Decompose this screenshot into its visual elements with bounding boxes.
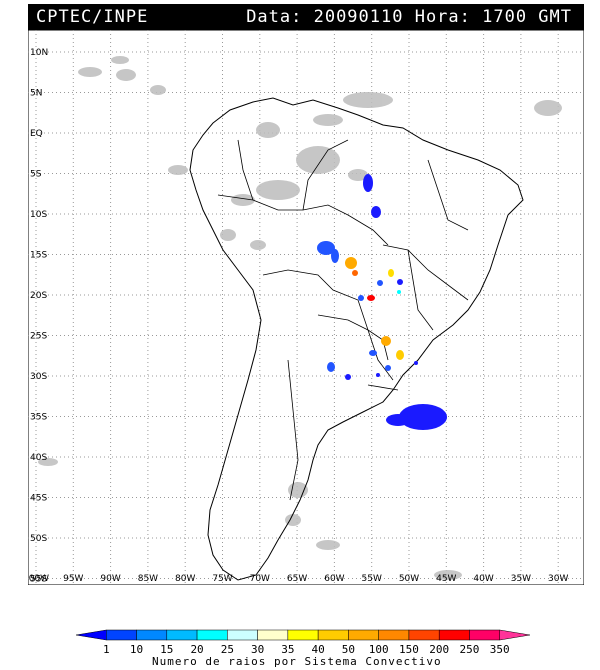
map-frame [28, 30, 584, 585]
legend-swatch [136, 629, 168, 641]
legend-title: Numero de raios por Sistema Convectivo [152, 655, 442, 668]
legend-swatches [75, 629, 531, 641]
lon-label: 95W [63, 574, 83, 584]
lon-label: 75W [212, 574, 232, 584]
lat-label: 10N [30, 48, 48, 58]
lat-label: 55S [30, 575, 47, 585]
legend-labels: 1 10 15 20 25 30 35 40 50 100 150 200 250 350 [103, 643, 510, 656]
cloud-cover [38, 56, 562, 580]
legend-swatch [499, 629, 531, 641]
lat-label: 25S [30, 332, 47, 342]
legend-label: 30 [251, 643, 264, 656]
lon-label: 90W [100, 574, 120, 584]
legend-label: 350 [490, 643, 510, 656]
latitude-labels: 10N 5N EQ 5S 10S 15S 20S 25S 30S 35S 40S 45S 50S 55S [30, 48, 48, 585]
lon-label: 45W [436, 574, 456, 584]
lat-label: 30S [30, 372, 47, 382]
legend-swatch [348, 629, 379, 641]
legend-label: 10 [130, 643, 143, 656]
lat-label: 20S [30, 291, 47, 301]
legend-label: 50 [342, 643, 355, 656]
legend-label: 200 [429, 643, 449, 656]
lat-label: 15S [30, 251, 47, 261]
lat-label: 45S [30, 494, 47, 504]
lat-label: 35S [30, 413, 47, 423]
map-header: CPTEC/INPE Data: 20090110 Hora: 1700 GMT [28, 4, 584, 30]
legend-label: 40 [312, 643, 325, 656]
lat-label: EQ [30, 129, 43, 139]
lon-label: 55W [362, 574, 382, 584]
lat-label: 50S [30, 534, 47, 544]
lat-label: 10S [30, 210, 47, 220]
legend-swatch [227, 629, 258, 641]
lat-label: 5S [30, 170, 42, 180]
legend-swatch [287, 629, 319, 641]
south-america-outline [189, 97, 524, 581]
legend-swatch [106, 629, 137, 641]
legend-swatch [469, 629, 500, 641]
legend-swatch [257, 629, 289, 641]
lightning-map: 10N5NEQ5S10S15S20S25S30S35S40S45S50S55S … [28, 30, 584, 585]
legend-swatch [317, 629, 349, 641]
lon-label: 100W [28, 574, 49, 584]
lat-label: 40S [30, 453, 47, 463]
legend-label: 150 [399, 643, 419, 656]
lon-label: 50W [399, 574, 419, 584]
lon-label: 80W [175, 574, 195, 584]
legend-swatch [438, 629, 470, 641]
legend-colorbar: 1 10 15 20 25 30 35 40 50 100 150 200 250 350 [75, 629, 531, 656]
lon-label: 85W [138, 574, 158, 584]
agency-label: CPTEC/INPE [36, 7, 149, 27]
legend-swatch [75, 629, 107, 641]
lat-label: 5N [30, 89, 42, 99]
datetime-label: Data: 20090110 Hora: 1700 GMT [246, 7, 572, 27]
lon-label: 65W [287, 574, 307, 584]
legend-swatch [196, 629, 228, 641]
legend-label: 15 [160, 643, 173, 656]
legend-swatch [378, 629, 410, 641]
legend-label: 20 [190, 643, 203, 656]
legend-label: 250 [460, 643, 480, 656]
lon-label: 35W [511, 574, 531, 584]
lon-label: 70W [250, 574, 270, 584]
lightning-cells [317, 174, 447, 430]
graticule [28, 30, 584, 585]
lon-label: 30W [548, 574, 568, 584]
legend-swatch [166, 629, 198, 641]
legend-label: 25 [221, 643, 234, 656]
legend-label: 35 [281, 643, 294, 656]
lon-label: 40W [473, 574, 493, 584]
legend-label: 1 [103, 643, 110, 656]
lon-label: 60W [324, 574, 344, 584]
longitude-labels: 100W 95W 90W 85W 80W 75W 70W 65W 60W 55W 50W 45W 40W… [28, 574, 568, 584]
country-borders [217, 139, 469, 501]
legend-swatch [408, 629, 440, 641]
legend-label: 100 [369, 643, 389, 656]
